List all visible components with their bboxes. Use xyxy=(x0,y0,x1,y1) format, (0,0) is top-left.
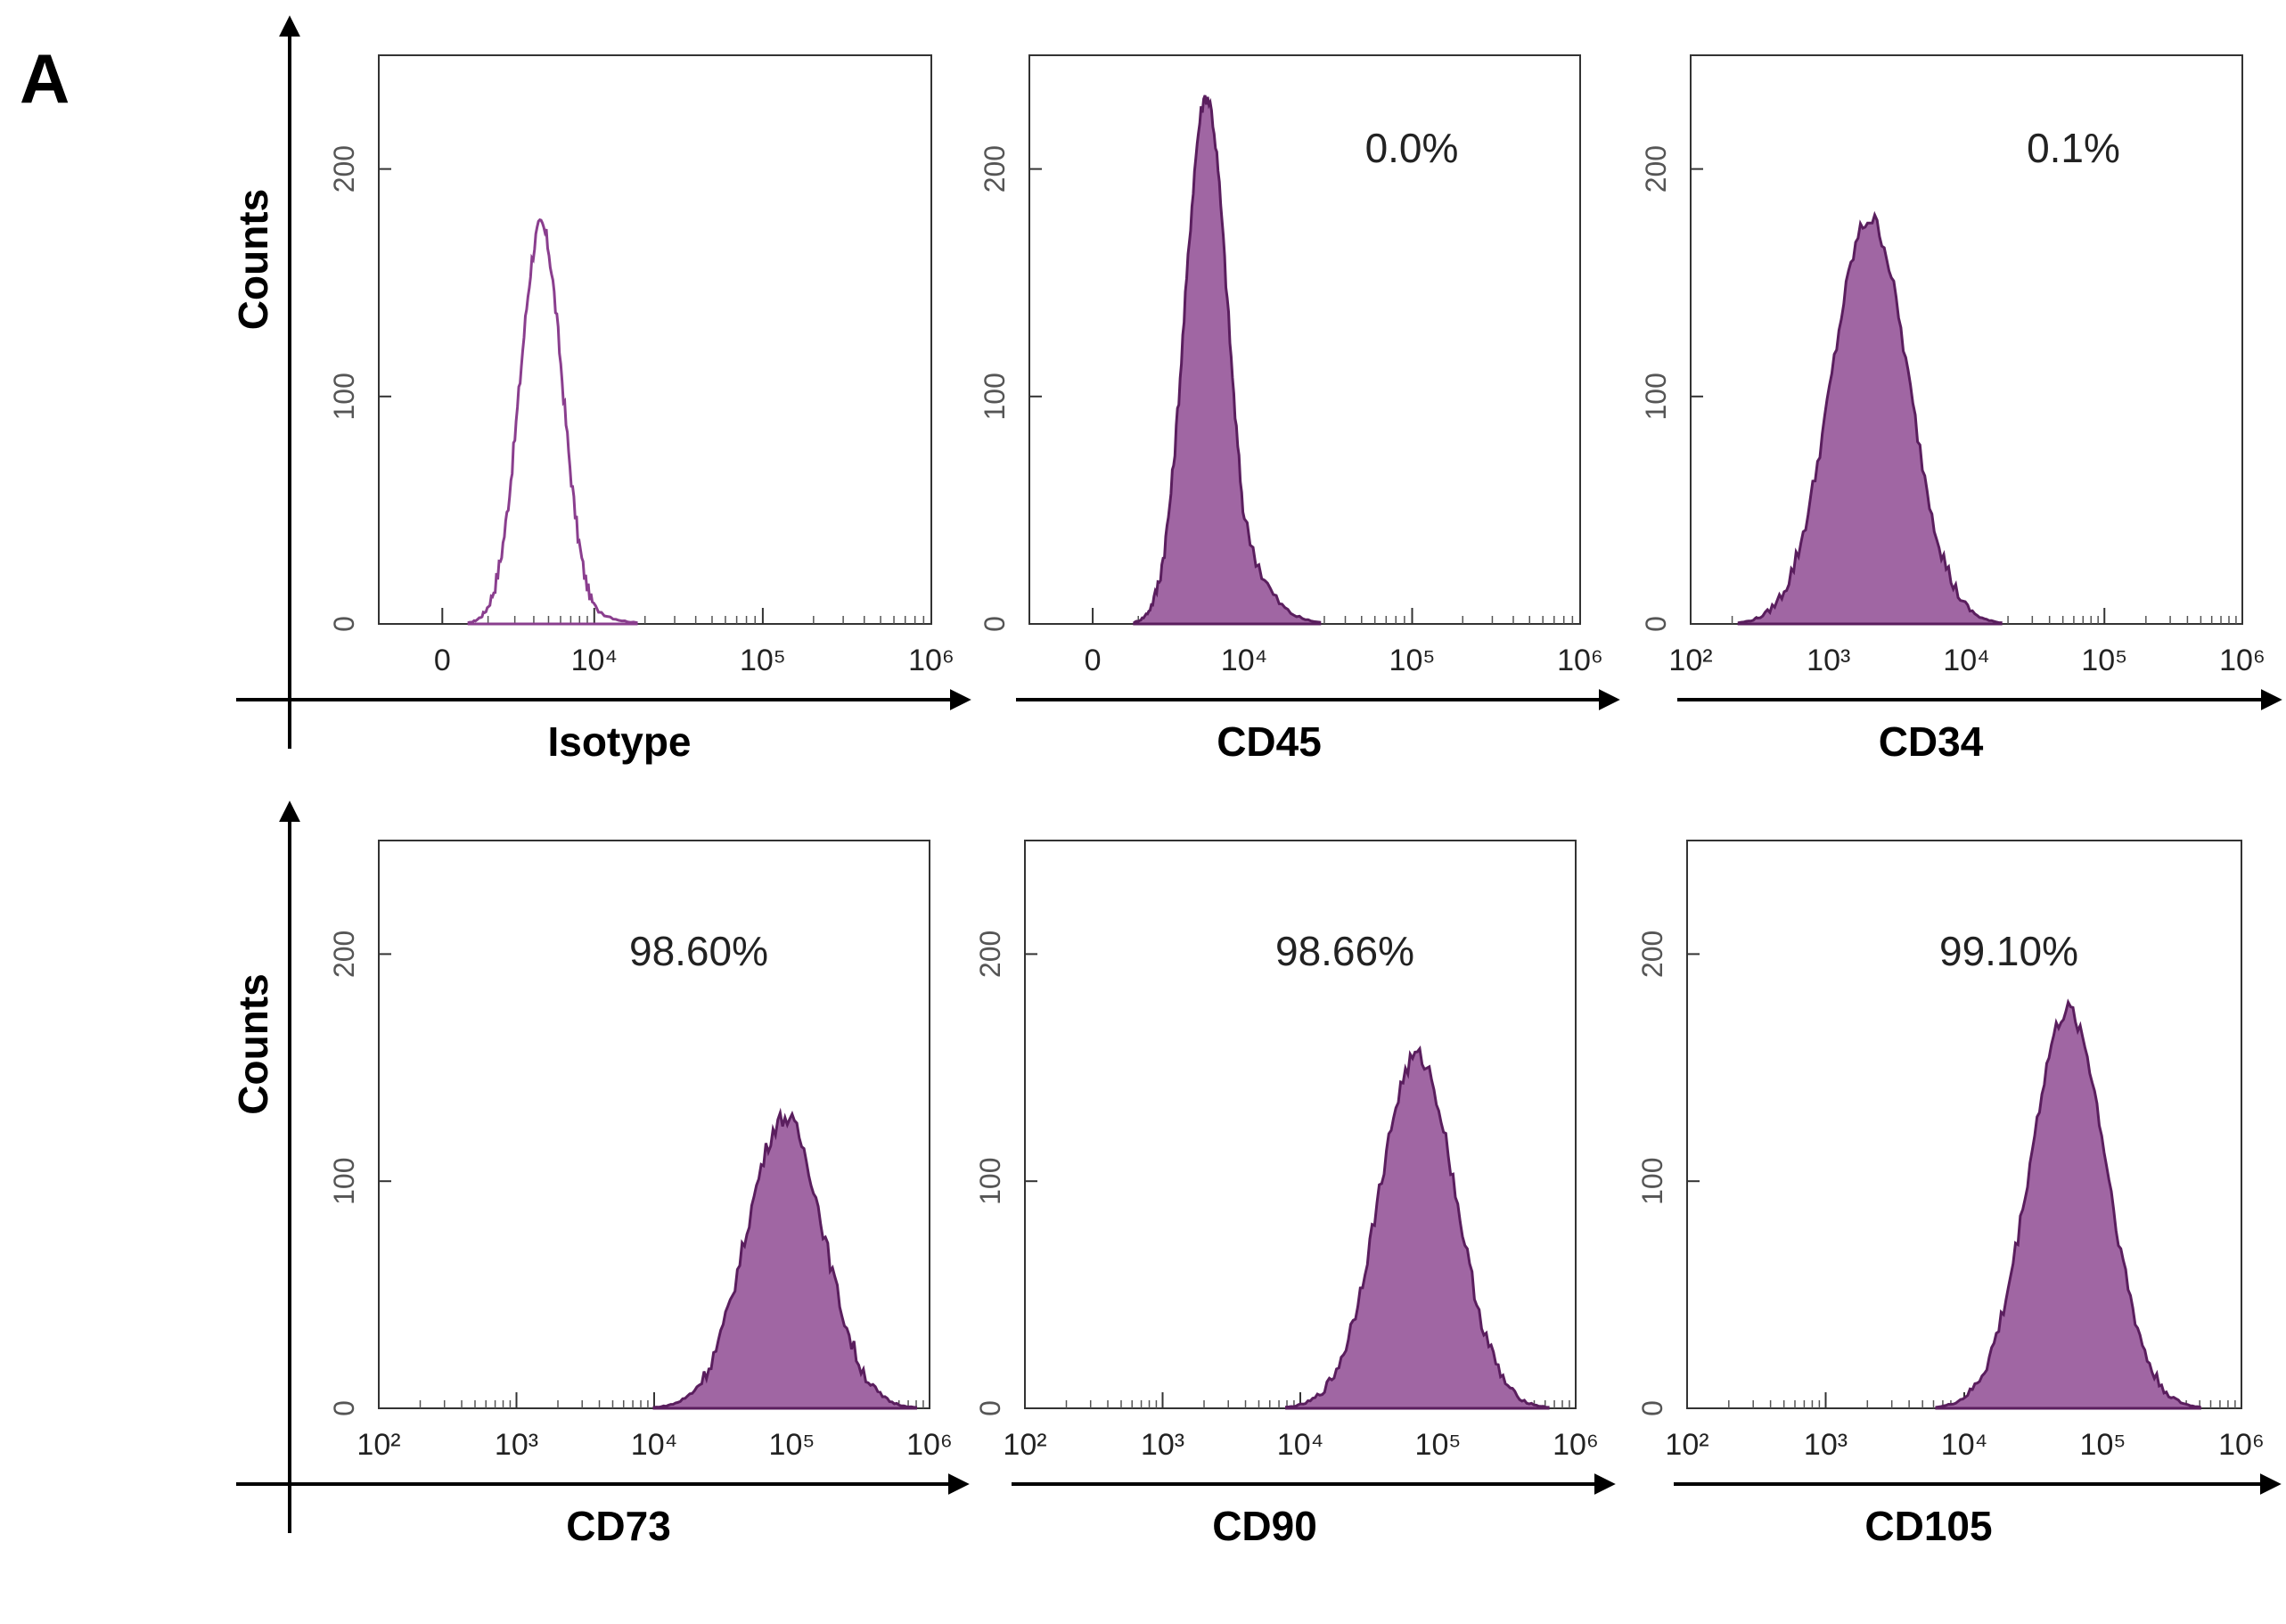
histogram-panels: 0 100 200 0 10⁴ 10⁵ 10⁶ Isotype Counts 0 100 200 0 10… xyxy=(230,15,2282,1549)
x-tick-label: 0 xyxy=(434,644,451,677)
panel-cd73: 0 100 200 10² 10³ 10⁴ 10⁵ 10⁶ 98.60% CD73 Counts xyxy=(230,800,970,1549)
x-axis-label: CD73 xyxy=(566,1503,671,1549)
y-tick-label: 200 xyxy=(328,145,360,193)
x-tick-label: 10⁵ xyxy=(769,1428,815,1462)
x-tick-label: 10⁶ xyxy=(2219,644,2266,677)
x-tick-label: 10⁶ xyxy=(1557,644,1603,677)
x-axis-label: CD90 xyxy=(1212,1503,1317,1549)
plot-frame xyxy=(1686,840,2242,1409)
x-tick-label: 10⁶ xyxy=(1553,1428,1599,1462)
x-tick-label: 10⁴ xyxy=(1277,1428,1323,1462)
panel-cd45: 0 100 200 0 10⁴ 10⁵ 10⁶ 0.0% CD45 xyxy=(979,54,1620,765)
percent-label: 0.1% xyxy=(2027,125,2120,171)
y-tick-label: 0 xyxy=(1640,616,1672,632)
x-tick-label: 10³ xyxy=(1807,644,1850,677)
plot-frame xyxy=(1690,54,2243,625)
x-axis-label: CD105 xyxy=(1864,1503,1992,1549)
plot-frame xyxy=(1028,54,1581,625)
x-tick-label: 10² xyxy=(1668,644,1712,677)
x-axis-label: CD34 xyxy=(1879,718,1984,765)
panel-cd34: 0 100 200 10² 10³ 10⁴ 10⁵ 10⁶ 0.1% CD34 xyxy=(1640,54,2282,765)
percent-label: 0.0% xyxy=(1365,125,1459,171)
histogram-cd34 xyxy=(1737,210,2003,626)
x-tick-label: 10² xyxy=(356,1428,400,1462)
x-axis-label: CD45 xyxy=(1217,718,1322,765)
histogram-isotype xyxy=(467,217,638,626)
x-tick-label: 10⁵ xyxy=(740,644,786,677)
y-tick-label: 100 xyxy=(1640,373,1672,420)
x-tick-label: 10³ xyxy=(1804,1428,1848,1462)
plot-frame xyxy=(378,840,930,1409)
y-tick-label: 200 xyxy=(1640,145,1672,193)
histogram-cd90 xyxy=(1284,1045,1550,1410)
y-tick-label: 200 xyxy=(1636,931,1668,978)
y-tick-label: 100 xyxy=(328,1158,360,1205)
x-tick-label: 10⁵ xyxy=(1415,1428,1462,1462)
x-tick-label: 10⁶ xyxy=(906,1428,953,1462)
y-axis-label: Counts xyxy=(230,973,276,1114)
x-tick-label: 10⁶ xyxy=(2218,1428,2265,1462)
x-tick-label: 10⁴ xyxy=(1221,644,1267,677)
x-tick-label: 10⁴ xyxy=(1941,1428,1987,1462)
y-tick-label: 100 xyxy=(979,373,1011,420)
panel-letter: A xyxy=(20,39,70,118)
histogram-cd73 xyxy=(652,1107,918,1410)
x-tick-label: 10⁶ xyxy=(908,644,955,677)
y-axis-label: Counts xyxy=(230,189,276,330)
y-tick-label: 0 xyxy=(1636,1400,1668,1416)
x-tick-label: 10² xyxy=(1665,1428,1708,1462)
x-tick-label: 10³ xyxy=(1141,1428,1184,1462)
y-tick-label: 0 xyxy=(974,1400,1006,1416)
y-tick-label: 0 xyxy=(979,616,1011,632)
x-tick-label: 10² xyxy=(1003,1428,1046,1462)
plot-frame xyxy=(378,54,932,625)
y-tick-label: 100 xyxy=(974,1158,1006,1205)
x-tick-label: 0 xyxy=(1085,644,1102,677)
histogram-cd105 xyxy=(1935,998,2201,1410)
y-tick-label: 100 xyxy=(328,373,360,420)
y-tick-label: 200 xyxy=(328,931,360,978)
x-tick-label: 10⁴ xyxy=(571,644,618,677)
y-tick-label: 200 xyxy=(979,145,1011,193)
x-axis-label: Isotype xyxy=(547,718,691,765)
x-tick-label: 10³ xyxy=(495,1428,538,1462)
percent-label: 98.66% xyxy=(1275,928,1414,974)
y-tick-label: 200 xyxy=(974,931,1006,978)
histogram-cd45 xyxy=(1133,94,1322,626)
x-tick-label: 10⁴ xyxy=(1943,644,1989,677)
panel-cd105: 0 100 200 10² 10³ 10⁴ 10⁵ 10⁶ 99.10% CD105 xyxy=(1636,840,2282,1549)
percent-label: 98.60% xyxy=(629,928,768,974)
y-tick-label: 0 xyxy=(328,616,360,632)
y-tick-label: 100 xyxy=(1636,1158,1668,1205)
plot-frame xyxy=(1024,840,1577,1409)
panel-cd90: 0 100 200 10² 10³ 10⁴ 10⁵ 10⁶ 98.66% CD90 xyxy=(974,840,1616,1549)
panel-isotype: 0 100 200 0 10⁴ 10⁵ 10⁶ Isotype Counts xyxy=(230,15,971,765)
percent-label: 99.10% xyxy=(1939,928,2078,974)
x-tick-label: 10⁴ xyxy=(631,1428,677,1462)
x-tick-label: 10⁵ xyxy=(1389,644,1436,677)
y-tick-label: 0 xyxy=(328,1400,360,1416)
x-tick-label: 10⁵ xyxy=(2081,644,2127,677)
x-tick-label: 10⁵ xyxy=(2080,1428,2126,1462)
